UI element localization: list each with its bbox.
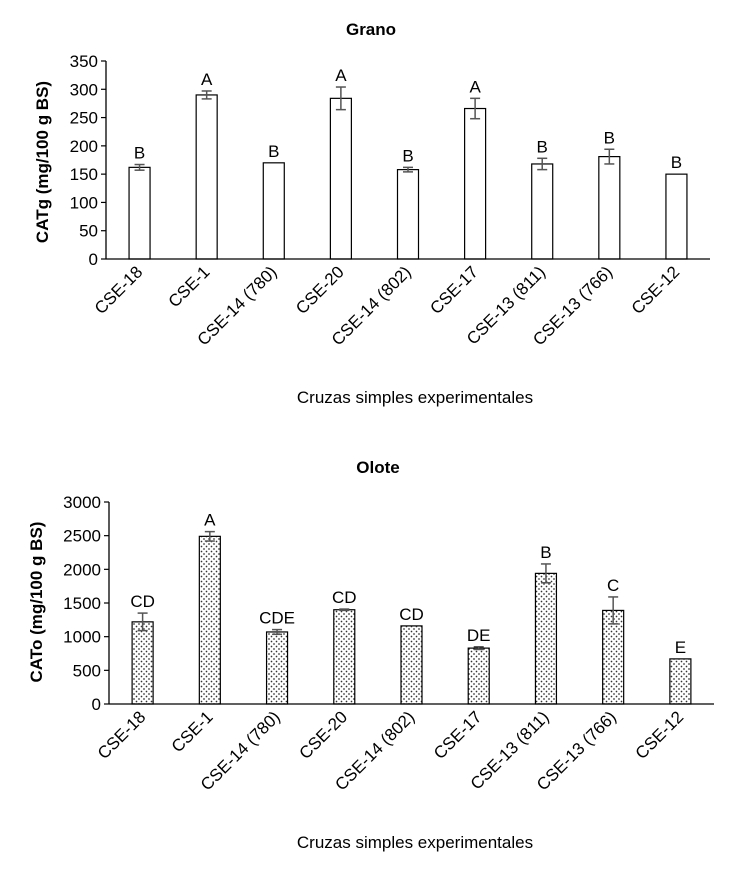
- y-tick-label: 50: [79, 222, 98, 241]
- x-tick-label: CSE-1: [168, 707, 217, 756]
- significance-letter: DE: [467, 626, 491, 645]
- x-tick-label: CSE-20: [296, 707, 352, 763]
- bar: [598, 156, 621, 260]
- y-tick-label: 0: [92, 695, 101, 714]
- bar: [464, 107, 487, 260]
- significance-letter: C: [607, 576, 619, 595]
- significance-letter: B: [671, 153, 682, 172]
- bar: [198, 535, 221, 705]
- significance-letter: A: [201, 70, 213, 89]
- panel-olote: Olote CATo (mg/100 g BS) Cruzas simples …: [27, 458, 714, 852]
- bar: [333, 609, 356, 705]
- significance-letter: B: [604, 128, 615, 147]
- y-tick-label: 350: [70, 52, 98, 71]
- bar: [669, 658, 692, 705]
- x-tick-label: CSE-1: [165, 262, 214, 311]
- y-ticks: 0 50 100 150 200 250 300 350: [70, 52, 106, 269]
- significance-letter: E: [675, 638, 686, 657]
- significance-letters: CD A CDE CD CD DE B C E: [130, 511, 686, 657]
- bar: [195, 94, 218, 260]
- significance-letter: B: [268, 142, 279, 161]
- significance-letters: B A B A B A B B B: [134, 66, 682, 172]
- y-tick-label: 2000: [63, 560, 101, 579]
- bar: [467, 647, 490, 705]
- significance-letter: B: [537, 137, 548, 156]
- x-tick-label: CSE-12: [628, 262, 684, 318]
- y-tick-label: 250: [70, 109, 98, 128]
- significance-letter: CD: [399, 605, 424, 624]
- x-tick-label: CSE-20: [292, 262, 348, 318]
- significance-letter: B: [402, 146, 413, 165]
- x-axis-label: Cruzas simples experimentales: [297, 388, 533, 407]
- y-tick-label: 1500: [63, 594, 101, 613]
- x-axis-label: Cruzas simples experimentales: [297, 833, 533, 852]
- significance-letter: A: [335, 66, 347, 85]
- bar: [131, 621, 154, 705]
- bar: [262, 162, 285, 260]
- y-tick-label: 500: [73, 661, 101, 680]
- bar: [400, 625, 423, 705]
- significance-letter: A: [469, 77, 481, 96]
- bars: [128, 94, 688, 260]
- significance-letter: CDE: [259, 609, 295, 628]
- x-tick-label: CSE-12: [632, 707, 688, 763]
- x-tick-label: CSE-18: [94, 707, 150, 763]
- bar: [396, 169, 420, 260]
- bar: [534, 572, 558, 705]
- bar: [665, 173, 688, 260]
- y-axis-label: CATg (mg/100 g BS): [33, 81, 52, 243]
- chart-title: Grano: [346, 20, 396, 39]
- error-bars: [134, 86, 615, 173]
- y-axis-label: CATo (mg/100 g BS): [27, 522, 46, 683]
- significance-letter: A: [204, 511, 216, 530]
- y-tick-label: 300: [70, 80, 98, 99]
- y-tick-label: 1000: [63, 628, 101, 647]
- chart-title: Olote: [356, 458, 399, 477]
- significance-letter: B: [134, 144, 145, 163]
- y-ticks: 0 500 1000 1500 2000 2500 3000: [63, 493, 109, 714]
- bar: [329, 97, 352, 260]
- significance-letter: CD: [130, 592, 155, 611]
- significance-letter: B: [540, 543, 551, 562]
- y-tick-label: 150: [70, 165, 98, 184]
- x-tick-label: CSE-17: [430, 707, 486, 763]
- y-tick-label: 200: [70, 137, 98, 156]
- panel-grano: Grano CATg (mg/100 g BS) Cruzas simples …: [33, 20, 710, 407]
- y-tick-label: 100: [70, 193, 98, 212]
- bar: [531, 163, 554, 260]
- bar: [265, 631, 289, 705]
- y-tick-label: 3000: [63, 493, 101, 512]
- bar: [128, 166, 151, 260]
- error-bars: [137, 530, 619, 651]
- y-tick-label: 2500: [63, 527, 101, 546]
- x-tick-label: CSE-18: [91, 262, 147, 318]
- y-tick-label: 0: [89, 250, 98, 269]
- x-tick-label: CSE-17: [426, 262, 482, 318]
- significance-letter: CD: [332, 588, 357, 607]
